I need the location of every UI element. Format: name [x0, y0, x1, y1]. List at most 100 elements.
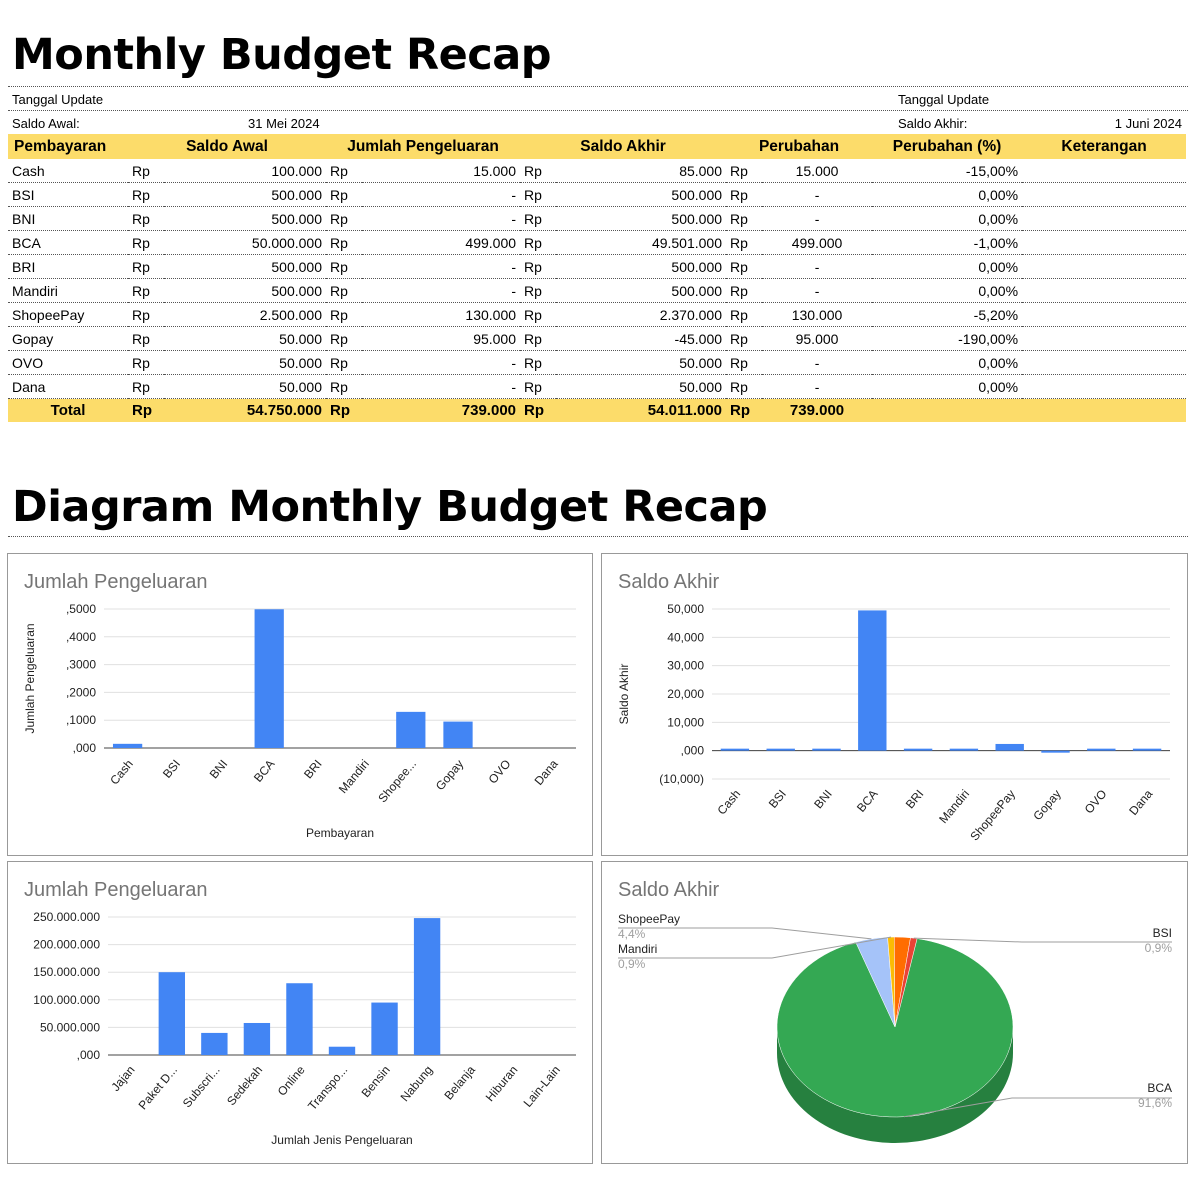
chart-panel-pengeluaran-jenis[interactable]: Jumlah Pengeluaran ,000 50.000.000 100.000.…: [7, 861, 593, 1164]
saldo-akhir-date: 1 Juni 2024: [1114, 116, 1182, 131]
bar-dana[interactable]: [1132, 748, 1162, 751]
bar-sedekah[interactable]: [243, 1022, 271, 1055]
cell-currency: Rp: [726, 206, 763, 231]
table-row: BSI Rp 500.000 Rp - Rp 500.000 Rp -0,00%: [8, 182, 1187, 207]
bar-gopay[interactable]: [1041, 750, 1070, 753]
y-tick-label: 50,000: [667, 602, 704, 616]
y-tick-label: 20,000: [667, 687, 704, 701]
cell-currency: Rp: [128, 182, 164, 207]
cell-currency: Rp: [326, 374, 362, 399]
bar-shopee-[interactable]: [396, 711, 426, 748]
x-tick-label: Mandiri: [936, 787, 972, 826]
x-tick-label: BCA: [854, 787, 881, 815]
cell-saldo-akhir: 50.000: [556, 350, 727, 375]
leader-line: [618, 927, 872, 940]
saldo-awal-date: 31 Mei 2024: [248, 116, 320, 131]
bar-nabung[interactable]: [413, 918, 441, 1055]
bar-paket-d-[interactable]: [158, 972, 186, 1055]
pie-label: BSI: [1153, 926, 1172, 940]
y-tick-label: ,1000: [66, 713, 96, 727]
cell-perubahan-persen: 0,00%: [872, 206, 1023, 231]
bar-transpo-[interactable]: [328, 1046, 356, 1055]
cell-pengeluaran: -: [362, 206, 521, 231]
bar-bni[interactable]: [812, 748, 841, 751]
bar-cash[interactable]: [720, 748, 750, 751]
header-saldo-awal: Saldo Awal: [128, 134, 326, 159]
chart-panel-saldo-akhir-bar[interactable]: Saldo Akhir (10,000) ,000 10,000 20,000 30,00…: [601, 553, 1188, 856]
cell-saldo-awal: 500.000: [164, 206, 326, 231]
diagram-divider: [8, 536, 1188, 537]
cell-currency: Rp: [520, 374, 557, 399]
cell-pembayaran: Gopay: [8, 326, 128, 351]
chart-saldo-akhir-bar: Saldo Akhir (10,000) ,000 10,000 20,000 30,00…: [617, 571, 1170, 843]
cell-currency: Rp: [128, 302, 164, 327]
bar-gopay[interactable]: [443, 721, 473, 748]
saldo-awal-label: Saldo Awal:: [12, 116, 80, 131]
bar-mandiri[interactable]: [949, 748, 979, 751]
cell-perubahan-persen: 0,00%: [872, 182, 1023, 207]
bar-bri[interactable]: [903, 748, 933, 751]
x-axis-title: Pembayaran: [306, 826, 374, 840]
cell-keterangan: [1022, 206, 1187, 231]
cell-currency: Rp: [128, 230, 164, 255]
cell-keterangan: [1022, 254, 1187, 279]
header-saldo-akhir: Saldo Akhir: [520, 134, 727, 159]
pie-pct-label: 0,9%: [618, 957, 646, 971]
chart-pengeluaran-pembayaran: Jumlah Pengeluaran ,000 ,1000 ,2000 ,3000 ,40…: [23, 571, 576, 840]
bar-shopeepay[interactable]: [995, 743, 1024, 751]
y-tick-label: ,000: [77, 1048, 101, 1062]
cell-perubahan: 499.000: [762, 230, 873, 255]
table-row: Gopay Rp 50.000 Rp 95.000 Rp -45.000 Rp 95.000 -1…: [8, 326, 1187, 351]
cell-currency: Rp: [520, 182, 557, 207]
cell-perubahan-persen: 0,00%: [872, 374, 1023, 399]
x-tick-label: OVO: [1082, 787, 1110, 816]
cell-keterangan: [1022, 182, 1187, 207]
chart-title: Saldo Akhir: [618, 571, 720, 593]
cell-perubahan: -: [762, 350, 873, 375]
x-tick-label: Sedekah: [224, 1063, 265, 1108]
cell-keterangan: [1022, 302, 1187, 327]
bar-ovo[interactable]: [1087, 748, 1116, 751]
leader-line: [618, 936, 891, 959]
cell-currency: Rp: [326, 254, 362, 279]
cell-saldo-akhir: 49.501.000: [556, 230, 727, 255]
x-tick-label: BSI: [766, 787, 789, 811]
cell-saldo-awal: 2.500.000: [164, 302, 326, 327]
cell-keterangan: [1022, 230, 1187, 255]
diagram-title: Diagram Monthly Budget Recap: [12, 482, 768, 532]
cell-currency: Rp: [326, 159, 362, 183]
cell-perubahan: 15.000: [762, 159, 873, 183]
cell-currency: Rp: [726, 182, 763, 207]
y-tick-label: 40,000: [667, 630, 704, 644]
bar-bensin[interactable]: [371, 1002, 398, 1055]
cell-saldo-awal: 500.000: [164, 278, 326, 303]
cell-currency: Rp: [726, 278, 763, 303]
cell-saldo-awal: 50.000: [164, 350, 326, 375]
bar-bsi[interactable]: [766, 748, 795, 751]
table-row: BRI Rp 500.000 Rp - Rp 500.000 Rp -0,00%: [8, 254, 1187, 279]
chart-panel-saldo-akhir-pie[interactable]: Saldo Akhir ShopeePay 4,4% Mandiri 0,9% BSI 0,…: [601, 861, 1188, 1164]
x-tick-label: Cash: [714, 787, 743, 817]
bar-bca[interactable]: [254, 609, 284, 748]
cell-pengeluaran: -: [362, 350, 521, 375]
meta-divider-1: [8, 110, 1188, 111]
cell-keterangan: [1022, 326, 1187, 351]
x-tick-label: Online: [275, 1063, 308, 1099]
y-tick-label: 50.000.000: [40, 1020, 100, 1034]
cell-saldo-awal: 500.000: [164, 182, 326, 207]
cell-currency: Rp: [326, 326, 362, 351]
bar-online[interactable]: [286, 983, 313, 1055]
table-row: ShopeePay Rp 2.500.000 Rp 130.000 Rp 2.370.000…: [8, 302, 1187, 327]
chart-panel-pengeluaran-pembayaran[interactable]: Jumlah Pengeluaran ,000 ,1000 ,2000 ,3000 ,40…: [7, 553, 593, 856]
y-tick-label: (10,000): [659, 772, 704, 786]
cell-currency: Rp: [726, 374, 763, 399]
bar-cash[interactable]: [112, 743, 143, 748]
bar-bca[interactable]: [858, 610, 887, 751]
cell-saldo-akhir: 2.370.000: [556, 302, 727, 327]
y-tick-label: 150.000.000: [33, 965, 100, 979]
bar-subscri-[interactable]: [201, 1032, 228, 1055]
table-row: BCA Rp 50.000.000 Rp 499.000 Rp 49.501.000 Rp 49…: [8, 230, 1187, 255]
x-tick-label: BNI: [811, 787, 835, 811]
cell-currency: Rp: [326, 350, 362, 375]
y-tick-label: ,4000: [66, 630, 96, 644]
